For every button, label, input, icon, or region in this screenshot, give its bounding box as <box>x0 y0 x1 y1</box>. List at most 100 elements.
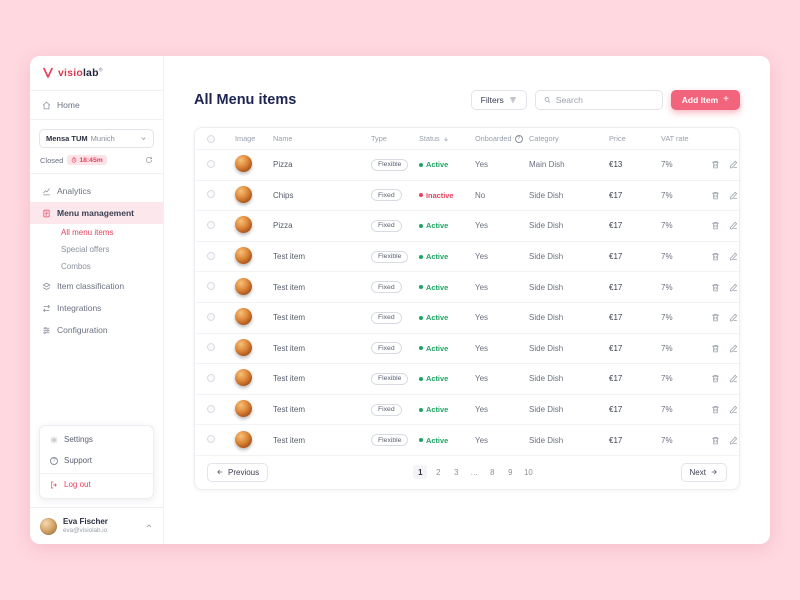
next-button[interactable]: Next <box>680 462 727 482</box>
sidebar-subitem-all-menu-items[interactable]: All menu items <box>61 228 114 237</box>
status-badge: Active <box>419 405 475 414</box>
status-dot <box>419 407 423 412</box>
vat-value: 7% <box>661 190 673 200</box>
page-ellipsis: … <box>470 467 479 477</box>
sidebar-subitem-combos[interactable]: Combos <box>61 262 91 271</box>
logout-icon <box>51 481 57 488</box>
delete-icon[interactable] <box>711 160 720 169</box>
edit-icon[interactable] <box>729 160 738 169</box>
page-header: All Menu items Filters Add Item + <box>194 90 740 110</box>
status-badge: Active <box>419 221 475 230</box>
search-box[interactable] <box>534 90 663 110</box>
select-all-checkbox[interactable] <box>207 134 215 143</box>
price-value: €17 <box>609 221 623 231</box>
type-badge: Flexible <box>371 434 409 447</box>
configuration-icon <box>43 326 50 334</box>
add-item-button[interactable]: Add Item + <box>670 90 740 110</box>
user-profile[interactable]: Eva Fischer eva@visiolab.io <box>30 507 163 544</box>
row-checkbox[interactable] <box>207 190 215 199</box>
sort-down-icon <box>443 136 448 141</box>
price-value: €13 <box>609 160 623 170</box>
page-number[interactable]: 3 <box>454 467 459 477</box>
type-badge: Fixed <box>371 219 402 232</box>
row-checkbox[interactable] <box>207 282 215 291</box>
edit-icon[interactable] <box>729 283 738 292</box>
menu-item-support[interactable]: ? Support <box>40 450 153 471</box>
sidebar-item-integrations[interactable]: Integrations <box>30 297 163 319</box>
home-label: Home <box>57 100 80 110</box>
vat-value: 7% <box>661 160 673 170</box>
edit-icon[interactable] <box>729 436 738 445</box>
menu-item-settings[interactable]: Settings <box>40 429 153 450</box>
edit-icon[interactable] <box>729 405 738 414</box>
page-number[interactable]: 8 <box>490 467 495 477</box>
user-email: eva@visiolab.io <box>63 527 108 535</box>
food-image <box>235 430 252 448</box>
main-content: All Menu items Filters Add Item + Image … <box>164 56 770 544</box>
sidebar-item-configuration[interactable]: Configuration <box>30 319 163 341</box>
col-status[interactable]: Status <box>419 134 475 143</box>
menu-item-logout[interactable]: Log out <box>40 473 153 495</box>
page-number[interactable]: 10 <box>523 467 533 477</box>
delete-icon[interactable] <box>711 252 720 261</box>
item-name: Pizza <box>273 221 293 231</box>
info-icon[interactable]: ? <box>514 134 523 143</box>
previous-button[interactable]: Previous <box>207 462 269 482</box>
row-checkbox[interactable] <box>207 373 215 382</box>
refresh-icon[interactable] <box>145 156 153 164</box>
edit-icon[interactable] <box>729 252 738 261</box>
row-checkbox[interactable] <box>207 251 215 260</box>
row-checkbox[interactable] <box>207 312 215 321</box>
page-number[interactable]: 1 <box>413 465 428 480</box>
delete-icon[interactable] <box>711 283 720 292</box>
delete-icon[interactable] <box>711 374 720 383</box>
onboarded-value: Yes <box>475 160 489 170</box>
food-image <box>235 308 252 326</box>
onboarded-value: Yes <box>475 343 489 353</box>
row-checkbox[interactable] <box>207 435 215 444</box>
page-number[interactable]: 2 <box>436 467 441 477</box>
status-dot <box>419 346 423 351</box>
onboarded-value: Yes <box>475 435 489 445</box>
sidebar-item-home[interactable]: Home <box>30 91 163 120</box>
location-selector[interactable]: Mensa TUM Munich <box>39 129 154 148</box>
type-badge: Flexible <box>371 158 409 171</box>
chevron-up-icon[interactable] <box>145 522 153 530</box>
category-value: Side Dish <box>529 282 564 292</box>
item-name: Test item <box>273 313 306 323</box>
delete-icon[interactable] <box>711 344 720 353</box>
edit-icon[interactable] <box>729 313 738 322</box>
delete-icon[interactable] <box>711 221 720 230</box>
delete-icon[interactable] <box>711 313 720 322</box>
food-image <box>235 400 252 418</box>
row-checkbox[interactable] <box>207 343 215 352</box>
page-numbers: 1 2 3 … 8 9 10 <box>413 465 535 480</box>
sidebar-subitem-special-offers[interactable]: Special offers <box>61 245 110 254</box>
category-value: Side Dish <box>529 405 564 415</box>
delete-icon[interactable] <box>711 191 720 200</box>
price-value: €17 <box>609 435 623 445</box>
onboarded-value: No <box>475 190 486 200</box>
row-checkbox[interactable] <box>207 404 215 413</box>
account-menu: Settings ? Support Log out <box>39 425 154 500</box>
food-image <box>235 216 252 234</box>
sidebar-item-menu-management[interactable]: Menu management <box>30 202 163 224</box>
page-number[interactable]: 9 <box>508 467 513 477</box>
edit-icon[interactable] <box>729 221 738 230</box>
row-checkbox[interactable] <box>207 159 215 168</box>
delete-icon[interactable] <box>711 405 720 414</box>
sidebar-item-item-classification[interactable]: Item classification <box>30 275 163 297</box>
table-row: Pizza Flexible Active Yes Main Dish €13 7% <box>195 149 739 180</box>
edit-icon[interactable] <box>729 374 738 383</box>
pagination: Previous 1 2 3 … 8 9 10 Next <box>195 454 739 489</box>
filters-button[interactable]: Filters <box>470 90 527 110</box>
search-input[interactable] <box>555 95 654 105</box>
sidebar-item-analytics[interactable]: Analytics <box>30 180 163 202</box>
row-checkbox[interactable] <box>207 220 215 229</box>
page-title: All Menu items <box>194 92 297 108</box>
edit-icon[interactable] <box>729 344 738 353</box>
delete-icon[interactable] <box>711 436 720 445</box>
food-image <box>235 247 252 265</box>
edit-icon[interactable] <box>729 191 738 200</box>
arrow-right-icon <box>711 470 717 475</box>
